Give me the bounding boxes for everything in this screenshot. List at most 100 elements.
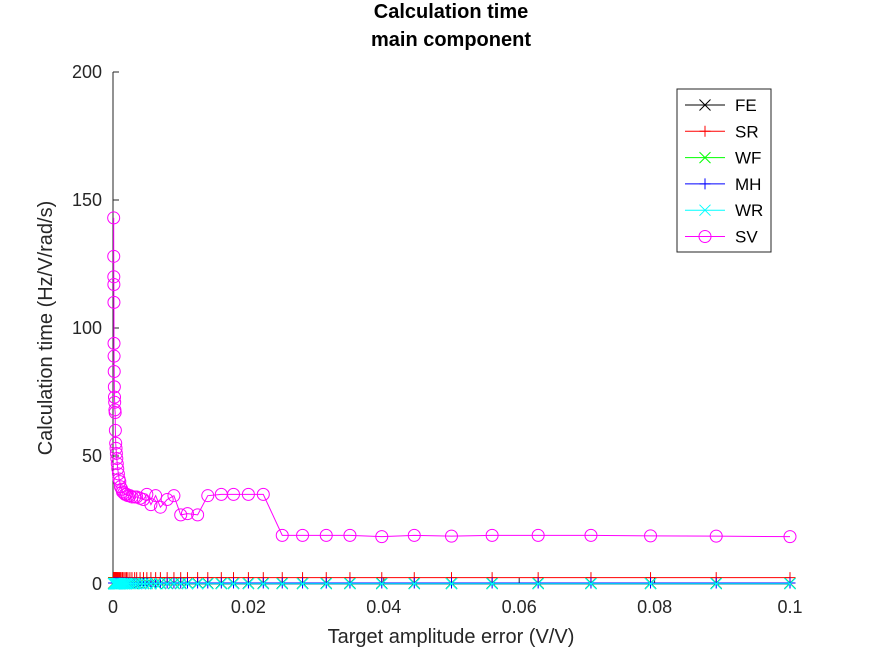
data-point-sv bbox=[201, 489, 215, 503]
data-point-wr bbox=[191, 577, 204, 590]
data-point-sv bbox=[108, 405, 122, 419]
data-point-sv bbox=[108, 423, 122, 437]
data-point-sv bbox=[107, 249, 121, 263]
data-point-mh bbox=[408, 577, 420, 589]
data-point-sv bbox=[531, 528, 545, 542]
legend-entry-sr: SR bbox=[685, 122, 759, 141]
data-point-sv bbox=[167, 489, 181, 503]
data-point-wr bbox=[532, 577, 545, 590]
data-point-sv bbox=[644, 529, 658, 543]
data-point-sv bbox=[783, 530, 797, 544]
data-point-mh bbox=[710, 577, 722, 589]
data-point-sv bbox=[375, 530, 389, 544]
chart-subtitle: main component bbox=[371, 29, 531, 51]
legend-entry-mh: MH bbox=[685, 175, 761, 194]
data-point-sv bbox=[256, 487, 270, 501]
data-point-sv bbox=[153, 500, 167, 514]
data-point-wr bbox=[585, 577, 597, 590]
data-point-sv bbox=[709, 529, 723, 543]
data-point-sv bbox=[107, 390, 121, 404]
data-point-sv bbox=[107, 349, 121, 363]
y-tick-label: 50 bbox=[82, 446, 102, 466]
legend-label-wr: WR bbox=[735, 201, 763, 220]
data-point-sv bbox=[107, 211, 121, 225]
data-point-sv bbox=[110, 452, 124, 466]
plot-area bbox=[107, 211, 797, 590]
data-point-wr bbox=[710, 577, 723, 590]
data-point-mh bbox=[532, 577, 544, 589]
legend-marker-sv bbox=[698, 230, 712, 243]
data-point-mh bbox=[645, 577, 657, 589]
data-point-mh bbox=[376, 577, 388, 589]
data-point-sv bbox=[275, 528, 289, 542]
data-point-mh bbox=[344, 577, 356, 589]
x-tick-label: 0.06 bbox=[502, 597, 537, 617]
legend-marker-mh bbox=[699, 178, 711, 190]
data-point-sv bbox=[107, 270, 121, 284]
data-point-wr bbox=[215, 577, 228, 590]
data-point-wr bbox=[242, 577, 255, 590]
data-point-wr bbox=[408, 577, 421, 590]
legend-marker-wr bbox=[699, 204, 711, 217]
data-point-sv bbox=[160, 493, 174, 507]
x-tick-label: 0.02 bbox=[231, 597, 266, 617]
data-point-sv bbox=[123, 489, 137, 503]
data-point-sv bbox=[110, 457, 124, 471]
x-tick-label: 0.1 bbox=[777, 597, 802, 617]
data-point-mh bbox=[297, 577, 309, 589]
x-axis-label: Target amplitude error (V/V) bbox=[328, 626, 575, 648]
data-point-sv bbox=[180, 507, 194, 521]
data-point-sv bbox=[107, 277, 121, 291]
data-point-wr bbox=[117, 577, 130, 590]
legend: FE SR WF MH WR SV bbox=[676, 88, 772, 253]
data-point-mh bbox=[276, 577, 288, 589]
legend-label-mh: MH bbox=[735, 175, 761, 194]
x-tick-label: 0 bbox=[108, 597, 118, 617]
ticks: 0 0.02 0.04 0.06 0.08 0.1 0 50 100 150 200 bbox=[72, 62, 803, 617]
data-point-sv bbox=[343, 528, 357, 542]
data-point-sv bbox=[149, 489, 163, 503]
data-point-sv bbox=[227, 487, 241, 501]
data-point-wr bbox=[644, 577, 657, 590]
data-point-sv bbox=[109, 441, 123, 455]
data-point-mh bbox=[257, 577, 269, 589]
y-tick-label: 100 bbox=[72, 318, 102, 338]
data-point-wr bbox=[227, 577, 240, 590]
data-point-sv bbox=[109, 436, 123, 450]
data-point-wr bbox=[145, 577, 157, 590]
data-point-sv bbox=[107, 365, 121, 379]
y-tick-label: 200 bbox=[72, 62, 102, 82]
y-tick-label: 150 bbox=[72, 190, 102, 210]
data-point-mh bbox=[242, 577, 254, 589]
legend-entry-sv: SV bbox=[685, 228, 758, 247]
data-point-sv bbox=[111, 462, 125, 476]
data-point-wr bbox=[149, 577, 162, 590]
data-point-mh bbox=[215, 577, 227, 589]
data-point-sv bbox=[485, 528, 499, 542]
data-point-sv bbox=[111, 467, 125, 481]
data-point-mh bbox=[446, 577, 457, 589]
data-point-wr bbox=[784, 577, 796, 590]
data-point-sv bbox=[191, 508, 205, 522]
data-point-mh bbox=[320, 577, 332, 589]
data-point-mh bbox=[192, 577, 204, 589]
data-point-sv bbox=[174, 508, 188, 522]
data-point-mh bbox=[202, 577, 214, 589]
x-tick-label: 0.08 bbox=[637, 597, 672, 617]
y-tick-label: 0 bbox=[92, 574, 102, 594]
data-point-wr bbox=[140, 577, 153, 590]
legend-label-sr: SR bbox=[735, 122, 759, 141]
data-point-mh bbox=[585, 577, 597, 589]
legend-entry-wf: WF bbox=[685, 149, 761, 168]
x-tick-label: 0.04 bbox=[366, 597, 401, 617]
data-point-wr bbox=[120, 577, 133, 590]
data-point-sv bbox=[445, 529, 458, 543]
data-point-mh bbox=[228, 577, 240, 589]
data-point-sv bbox=[584, 528, 598, 542]
legend-marker-sr bbox=[699, 125, 711, 137]
data-point-wr bbox=[320, 577, 333, 590]
legend-entry-wr: WR bbox=[685, 201, 763, 220]
legend-box bbox=[676, 88, 772, 253]
data-point-wr bbox=[257, 577, 270, 590]
data-point-wr bbox=[344, 577, 356, 590]
